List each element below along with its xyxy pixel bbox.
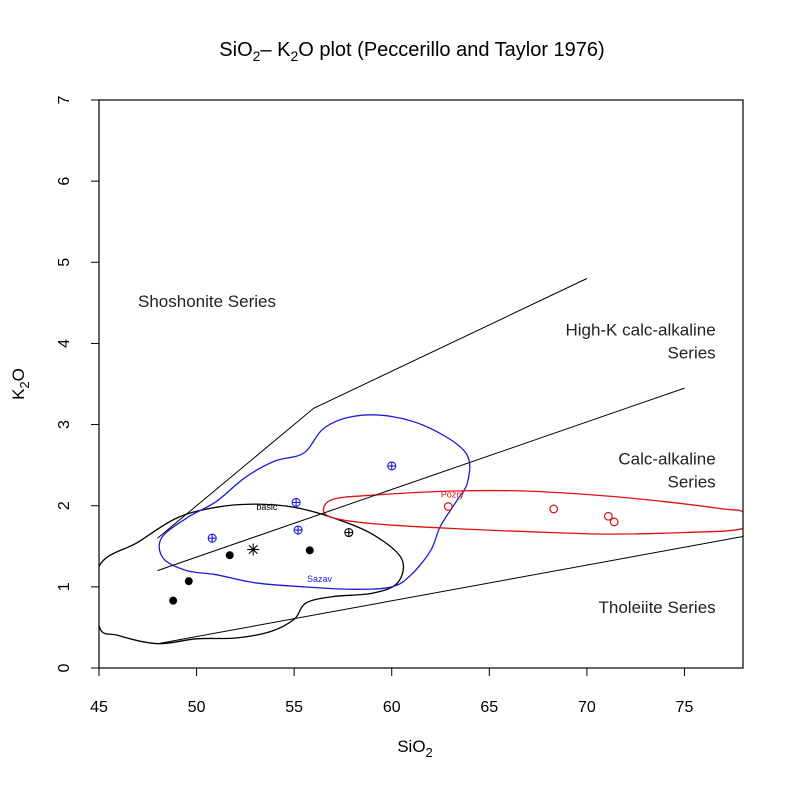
high-k-boundary	[157, 387, 685, 572]
y-tick-label: 0	[56, 663, 73, 672]
shoshonite-boundary	[157, 278, 588, 539]
basic-filled-point-0	[169, 596, 178, 605]
basic-field-outline	[99, 503, 405, 645]
chart-title: SiO2– K2O plot (Peccerillo and Taylor 19…	[219, 39, 604, 64]
x-axis-label: SiO2	[397, 737, 433, 760]
sazav-point-2	[293, 525, 303, 535]
pozry-point-3	[609, 517, 619, 527]
y-tick-label: 7	[56, 95, 73, 104]
pozry-point-0	[443, 502, 453, 511]
y-tick-label: 5	[56, 258, 73, 267]
basic-field-label: basic	[256, 502, 278, 512]
sazav-point-3	[387, 461, 397, 471]
y-tick-label: 1	[56, 582, 73, 591]
y-tick-label: 6	[56, 177, 73, 186]
sazav-point-1	[291, 497, 301, 508]
pozry-field-outline	[322, 489, 743, 535]
plot-frame	[98, 99, 744, 669]
y-axis-label: K2O	[9, 368, 32, 400]
basic-asterisk-point-0	[247, 543, 260, 556]
x-axis: 45 50 55 60 65 70 75	[90, 667, 694, 716]
series-boundaries	[157, 278, 744, 645]
pozry-field-label: Pozry	[441, 490, 465, 500]
high-k-series-label: High-K calc-alkaline Series	[565, 320, 715, 362]
data-points	[169, 461, 619, 605]
basic-filled-point-2	[225, 551, 234, 560]
x-tick-label: 70	[578, 699, 596, 716]
basic-crossed-point-0	[344, 527, 354, 538]
y-axis: 0 1 2 3 4 5 6 7	[56, 95, 99, 672]
x-tick-label: 60	[383, 699, 401, 716]
x-tick-label: 45	[90, 699, 108, 716]
x-tick-label: 55	[285, 699, 303, 716]
field-outlines	[99, 414, 743, 645]
pozry-point-1	[549, 504, 559, 514]
sazav-field-label: Sazav	[307, 574, 333, 584]
y-tick-label: 3	[56, 420, 73, 429]
sazav-field-outline	[158, 414, 471, 590]
calc-alkaline-series-label: Calc-alkaline Series	[618, 449, 715, 491]
x-tick-label: 75	[676, 699, 694, 716]
tholeiite-series-label: Tholeiite Series	[599, 598, 716, 617]
basic-filled-point-3	[305, 546, 314, 555]
pozry-point-2	[603, 511, 613, 521]
x-tick-label: 50	[188, 699, 206, 716]
tholeiite-boundary	[157, 536, 744, 645]
y-tick-label: 4	[56, 339, 73, 348]
y-tick-label: 2	[56, 501, 73, 510]
sazav-point-0	[207, 533, 217, 543]
shoshonite-series-label: Shoshonite Series	[138, 292, 276, 311]
basic-filled-point-1	[184, 577, 193, 586]
region-labels: basic Sazav Pozry Shoshonite Series High-K c…	[138, 292, 716, 617]
x-tick-label: 65	[480, 699, 498, 716]
